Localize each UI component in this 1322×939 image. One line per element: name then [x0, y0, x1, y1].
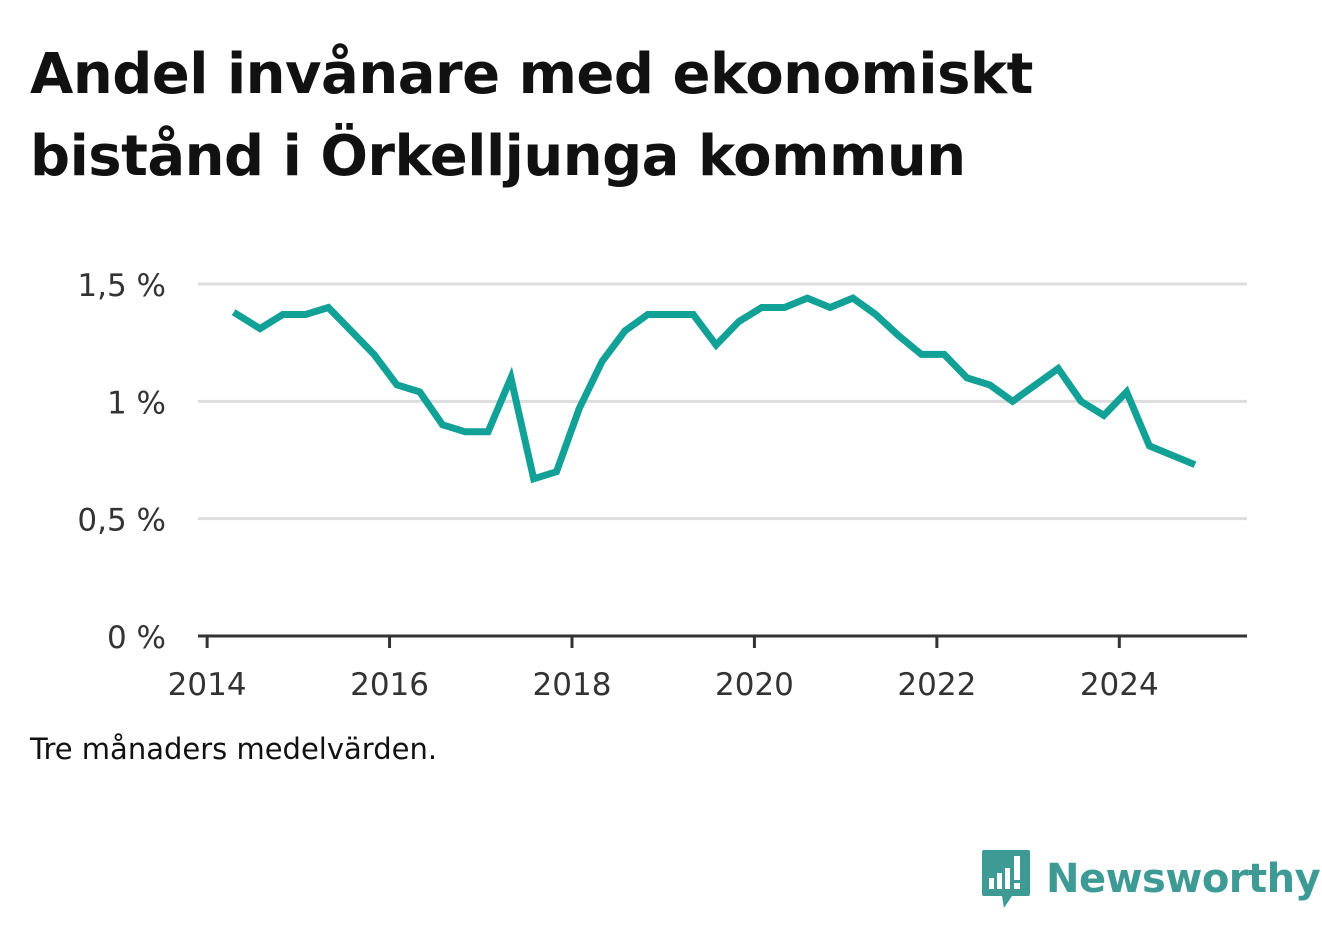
y-tick-label: 0 %	[107, 620, 166, 656]
line-chart: 0 % 0,5 % 1 % 1,5 % 2014 2016 2018 2020 2022 202…	[77, 268, 1247, 703]
x-tick-label: 2014	[168, 667, 247, 703]
y-axis-labels: 0 % 0,5 % 1 % 1,5 %	[77, 268, 166, 656]
x-tick-label: 2022	[897, 667, 976, 703]
x-tick-label: 2016	[350, 667, 429, 703]
series-line	[231, 294, 1197, 484]
chart-title: Andel invånare med ekonomiskt bistånd i …	[30, 42, 1033, 189]
y-tick-label: 1,5 %	[77, 268, 166, 304]
newsworthy-logo[interactable]: Newsworthy	[980, 848, 1321, 910]
x-axis: 2014 2016 2018 2020 2022 2024	[168, 634, 1247, 703]
gridlines	[198, 282, 1247, 521]
y-tick-label: 0,5 %	[77, 503, 166, 539]
x-tick-label: 2024	[1080, 667, 1159, 703]
chart-note: Tre månaders medelvärden.	[30, 732, 438, 766]
y-tick-label: 1 %	[107, 385, 166, 421]
newsworthy-logo-icon	[982, 850, 1030, 908]
x-tick-label: 2020	[715, 667, 794, 703]
brand-name: Newsworthy	[1046, 856, 1321, 902]
x-tick-label: 2018	[533, 667, 612, 703]
data-series	[231, 294, 1197, 484]
